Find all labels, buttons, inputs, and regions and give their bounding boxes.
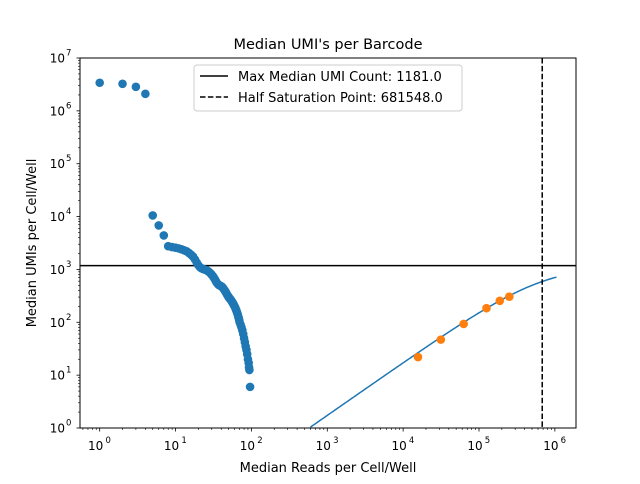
fit-curve — [310, 276, 557, 428]
scatter-point — [154, 221, 164, 230]
y-tick-label: 10 — [50, 422, 65, 436]
scatter-point — [118, 79, 127, 89]
x-tick-label-exponent: 2 — [257, 436, 262, 446]
y-tick-label-exponent: 3 — [66, 260, 71, 270]
scatter-point — [159, 231, 169, 240]
y-tick-label-exponent: 6 — [66, 101, 71, 111]
x-tick-label-exponent: 0 — [105, 436, 110, 446]
scatter-point — [95, 78, 104, 88]
x-tick-label: 10 — [164, 439, 179, 453]
x-tick-label: 10 — [391, 439, 406, 453]
chart-title: Median UMI's per Barcode — [233, 37, 422, 53]
x-tick-label-exponent: 4 — [409, 436, 414, 446]
x-tick-label: 10 — [543, 439, 558, 453]
legend-label-max-median: Max Median UMI Count: 1181.0 — [238, 70, 442, 85]
x-tick-label: 10 — [316, 439, 331, 453]
scatter-point — [482, 303, 491, 313]
y-tick-label: 10 — [50, 52, 65, 66]
x-tick-label-exponent: 6 — [561, 436, 566, 446]
legend-box — [193, 64, 463, 112]
plot-area — [80, 58, 576, 428]
x-tick-label-exponent: 1 — [181, 436, 186, 446]
scatter-point — [459, 319, 468, 329]
y-tick-label-exponent: 7 — [66, 49, 71, 59]
y-tick-label: 10 — [50, 157, 65, 171]
axes-frame — [79, 57, 577, 429]
legend: Max Median UMI Count: 1181.0 Half Satura… — [193, 64, 463, 112]
y-tick-label-exponent: 0 — [66, 419, 71, 429]
x-axis: 10 0 10 1 10 2 10 3 10 4 10 5 10 6 — [82, 428, 566, 453]
y-tick-label: 10 — [50, 104, 65, 118]
scatter-point — [141, 89, 150, 99]
y-tick-label-exponent: 1 — [66, 366, 71, 376]
x-tick-label: 10 — [88, 439, 103, 453]
x-axis-label: Median Reads per Cell/Well — [240, 461, 417, 476]
scatter-point — [245, 382, 255, 392]
scatter-point — [413, 352, 423, 362]
y-tick-label: 10 — [50, 263, 65, 277]
y-axis-label: Median UMIs per Cell/Well — [25, 159, 40, 328]
y-tick-label-exponent: 4 — [66, 207, 71, 217]
y-tick-label: 10 — [50, 210, 65, 224]
scatter-point — [505, 292, 514, 301]
x-tick-label: 10 — [240, 439, 255, 453]
x-tick-label-exponent: 3 — [333, 436, 338, 446]
y-tick-label: 10 — [50, 369, 65, 383]
legend-label-half-saturation: Half Saturation Point: 681548.0 — [238, 91, 443, 106]
scatter-point — [131, 82, 141, 92]
y-tick-label-exponent: 5 — [66, 154, 71, 164]
y-tick-label-exponent: 2 — [66, 313, 71, 323]
scatter-point — [436, 335, 446, 344]
x-tick-label-exponent: 5 — [485, 436, 490, 446]
x-tick-label: 10 — [467, 439, 482, 453]
scatter-point — [148, 211, 158, 220]
y-tick-label: 10 — [50, 316, 65, 330]
scatter-point — [495, 296, 505, 306]
scatter-point — [245, 365, 254, 375]
